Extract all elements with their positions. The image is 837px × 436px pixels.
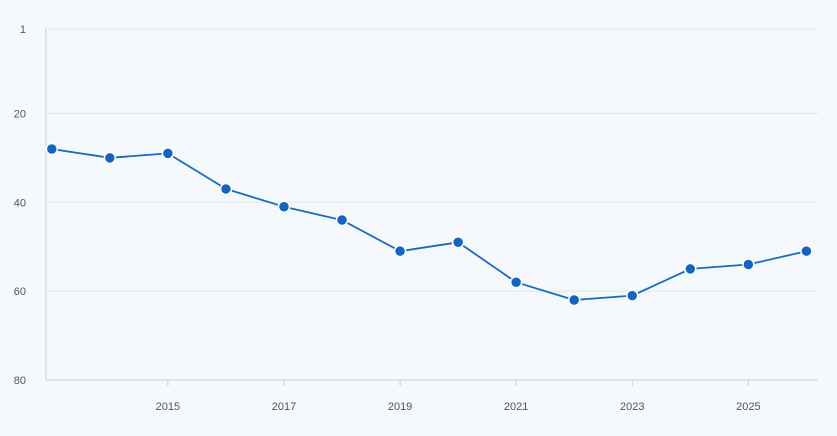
data-point[interactable] [335, 213, 349, 227]
data-points [45, 142, 813, 307]
data-point[interactable] [219, 182, 233, 196]
x-tick-label: 2025 [736, 401, 760, 413]
data-point[interactable] [393, 244, 407, 258]
axes: 1 20 40 60 80 2015 2017 2019 2021 2023 2025 [14, 24, 818, 413]
data-point[interactable] [161, 147, 175, 160]
x-tick-label: 2019 [388, 401, 412, 413]
y-tick-label: 80 [14, 375, 26, 387]
y-tick-label: 20 [14, 108, 26, 120]
grid [46, 28, 818, 292]
x-tick-label: 2023 [620, 401, 644, 413]
data-point[interactable] [451, 236, 465, 249]
data-point[interactable] [45, 142, 59, 156]
x-tick-label: 2021 [504, 401, 528, 413]
data-point[interactable] [509, 276, 523, 289]
data-point[interactable] [567, 293, 581, 307]
x-tick-label: 2017 [272, 401, 296, 413]
data-point[interactable] [684, 262, 697, 276]
y-tick-label: 60 [14, 286, 26, 298]
data-point[interactable] [103, 151, 117, 165]
data-point[interactable] [800, 244, 813, 258]
data-point[interactable] [742, 258, 755, 271]
data-point[interactable] [277, 200, 291, 213]
x-tick-label: 2015 [156, 401, 180, 413]
series-line-layer [51, 148, 807, 301]
y-tick-label: 1 [20, 24, 26, 36]
series-line [51, 148, 807, 301]
data-point[interactable] [626, 289, 639, 302]
y-tick-label: 40 [14, 197, 26, 209]
